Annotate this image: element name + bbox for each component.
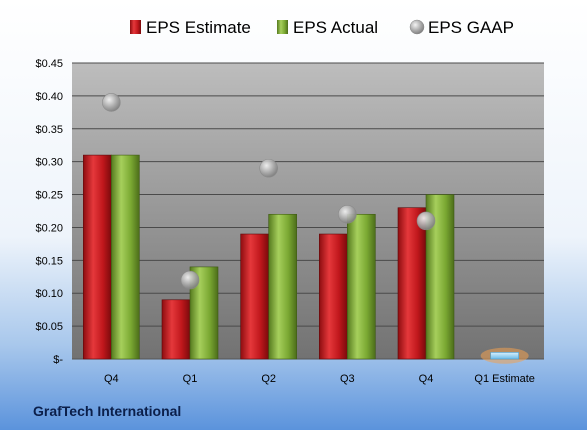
eps-gaap-marker (259, 158, 278, 178)
plot-area (72, 63, 544, 359)
x-tick-label: Q2 (261, 373, 276, 385)
eps-estimate-bar (397, 207, 427, 360)
legend-label: EPS Estimate (146, 18, 251, 37)
gaap-markers (102, 93, 436, 290)
y-tick-label: $0.35 (35, 124, 63, 136)
eps-estimate-bar (83, 154, 112, 360)
x-tick-label: Q3 (340, 373, 355, 385)
y-tick-label: $0.30 (35, 157, 63, 169)
y-tick-label: $0.15 (35, 255, 63, 267)
x-tick-label: Q4 (104, 373, 119, 385)
legend-swatch (277, 20, 288, 34)
eps-gaap-marker (416, 211, 436, 231)
y-tick-label: $0.10 (35, 288, 63, 300)
y-tick-label: $0.05 (35, 321, 63, 333)
y-tick-label: $0.40 (35, 91, 63, 103)
legend-label: EPS Actual (293, 18, 378, 37)
x-axis-tick-labels: Q4 Q1 Q2 Q3 Q4 Q1 Estimate (104, 373, 535, 385)
eps-actual-bar (347, 213, 376, 360)
y-tick-label: $0.45 (35, 58, 63, 70)
legend-label: EPS GAAP (428, 18, 514, 37)
x-tick-label: Q4 (419, 373, 434, 385)
legend: EPS Estimate EPS Actual EPS GAAP (130, 18, 514, 37)
y-tick-label: $0.20 (35, 222, 63, 234)
legend-swatch (409, 19, 425, 35)
x-tick-label: Q1 (183, 373, 198, 385)
x-tick-label: Q1 Estimate (474, 373, 535, 385)
legend-swatch (130, 20, 141, 34)
company-name: GrafTech International (33, 403, 181, 419)
y-tick-label: $0.25 (35, 190, 63, 202)
eps-gaap-marker (102, 93, 121, 112)
eps-actual-bar (268, 213, 297, 360)
eps-estimate-bar (240, 233, 269, 360)
eps-gaap-marker (338, 204, 357, 224)
y-axis-tick-labels: $- $0.05 $0.10 $0.15 $0.20 $0.25 $0.30 $0.35 $0.… (35, 58, 63, 366)
eps-actual-bar (111, 154, 140, 360)
q1-estimate-bar (490, 352, 519, 360)
eps-estimate-bar (161, 299, 191, 360)
bars (83, 154, 529, 364)
y-tick-label: $- (53, 354, 63, 366)
eps-estimate-bar (319, 233, 348, 360)
gridlines (72, 62, 544, 360)
eps-gaap-marker (180, 270, 200, 290)
